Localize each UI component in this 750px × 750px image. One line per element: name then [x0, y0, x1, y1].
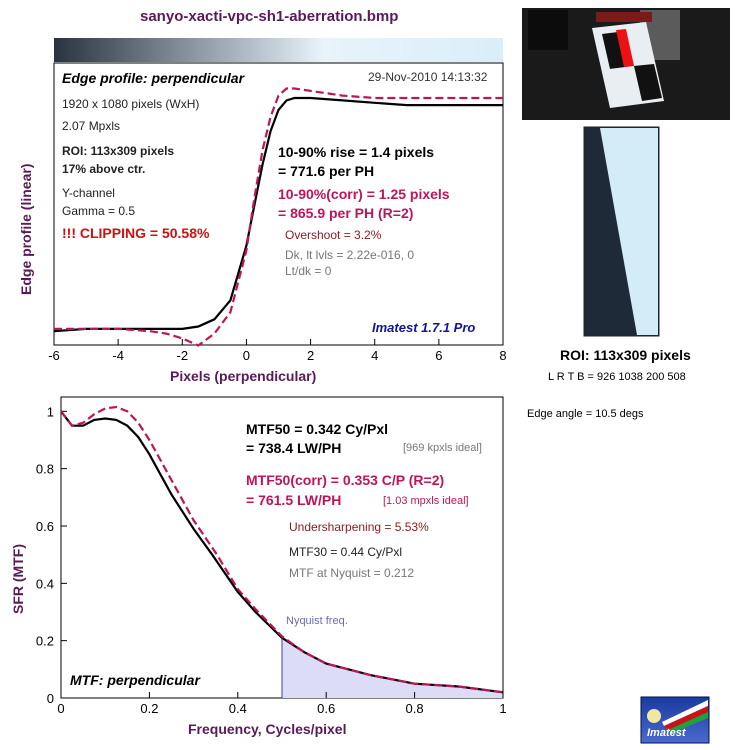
- logo-text: Imatest: [647, 727, 686, 739]
- roi-position: 17% above ctr.: [62, 162, 146, 176]
- edge-x-tick-label: -4: [112, 348, 124, 363]
- edge-series-measured: [53, 96, 503, 333]
- edge-y-label: Edge profile (linear): [18, 163, 34, 295]
- image-size: 1920 x 1080 pixels (WxH): [62, 97, 200, 111]
- rise-value: 10-90% rise = 1.4 pixels: [278, 144, 435, 160]
- mtf-y-label: SFR (MTF): [10, 544, 26, 614]
- mtf50-lwph: = 738.4 LW/PH: [246, 440, 342, 456]
- mtf50-value: MTF50 = 0.342 Cy/Pxl: [246, 421, 389, 437]
- mtf-y-tick-label: 1: [47, 404, 54, 419]
- roi-label: ROI: 113x309 pixels: [560, 347, 691, 363]
- mtf50-corr-lwph: = 761.5 LW/PH: [246, 492, 342, 508]
- nyquist-shade: [282, 637, 503, 698]
- channel: Y-channel: [62, 186, 115, 200]
- clipping-warning: !!! CLIPPING = 50.58%: [62, 225, 210, 241]
- mtf30-value: MTF30 = 0.44 Cy/Pxl: [289, 545, 403, 559]
- edge-x-label: Pixels (perpendicular): [170, 368, 317, 384]
- mtf-x-tick-label: 0.8: [406, 701, 424, 716]
- mtf-x-tick-label: 0.2: [140, 701, 158, 716]
- edge-angle: Edge angle = 10.5 degs: [527, 408, 644, 420]
- mtf50-ideal: [969 kpxls ideal]: [403, 442, 482, 454]
- imatest-version: Imatest 1.7.1 Pro: [372, 320, 476, 335]
- light-dark-ratio: Lt/dk = 0: [285, 264, 332, 278]
- overshoot: Overshoot = 3.2%: [285, 228, 382, 242]
- rise-per-ph: = 771.6 per PH: [278, 163, 375, 179]
- imatest-logo: [640, 696, 710, 744]
- edge-x-tick-label: 8: [499, 348, 506, 363]
- mtf-y-tick-label: 0.8: [36, 462, 54, 477]
- mtf-x-tick-label: 0.4: [229, 701, 247, 716]
- edge-panel-heading: Edge profile: perpendicular: [62, 70, 245, 86]
- edge-x-tick-label: 4: [371, 348, 378, 363]
- mtf-y-tick-label: 0.6: [36, 519, 54, 534]
- edge-x-tick-label: 0: [243, 348, 250, 363]
- edge-x-tick-label: -6: [48, 348, 60, 363]
- edge-x-ticks: -6 -4 -2 0 2 4 6 8: [48, 339, 507, 363]
- mtf-panel-heading: MTF: perpendicular: [70, 672, 200, 688]
- gamma: Gamma = 0.5: [62, 204, 136, 218]
- mtf-y-tick-label: 0.2: [36, 634, 54, 649]
- page-title: sanyo-xacti-vpc-sh1-aberration.bmp: [140, 8, 399, 25]
- dark-light-levels: Dk, lt lvls = 2.22e-016, 0: [285, 248, 415, 262]
- timestamp: 29-Nov-2010 14:13:32: [368, 70, 488, 84]
- megapixels: 2.07 Mpxls: [62, 119, 121, 133]
- edge-x-tick-label: 2: [307, 348, 314, 363]
- mtf-x-tick-label: 0.6: [317, 701, 335, 716]
- mtf50-corr: MTF50(corr) = 0.353 C/P (R=2): [246, 472, 445, 488]
- undersharpening: Undersharpening = 5.53%: [289, 520, 429, 534]
- edge-series-group: [53, 87, 503, 347]
- mtf-series-group: [60, 405, 504, 694]
- target-thumbnail: [522, 8, 730, 120]
- gray-ramp-bar: [54, 38, 503, 62]
- mtf50-corr-ideal: [1.03 mpxls ideal]: [383, 495, 469, 507]
- mtf-nyquist-value: MTF at Nyquist = 0.212: [289, 566, 415, 580]
- mtf-y-tick-label: 0: [47, 691, 54, 706]
- edge-x-tick-label: -2: [177, 348, 189, 363]
- nyquist-label: Nyquist freq.: [286, 615, 348, 627]
- rise-corr-per-ph: = 865.9 per PH (R=2): [278, 205, 414, 221]
- mtf-y-tick-label: 0.4: [36, 576, 54, 591]
- roi-coords: L R T B = 926 1038 200 508: [548, 371, 686, 383]
- edge-x-tick-label: 6: [435, 348, 442, 363]
- mtf-series-corrected: [60, 405, 504, 694]
- mtf-ticks: 0 0.2 0.4 0.6 0.8 1 0 0.2 0.4 0.6 0.8 1: [36, 404, 507, 716]
- mtf-x-tick-label: 0: [57, 701, 64, 716]
- roi-info: ROI: 113x309 pixels: [62, 144, 175, 158]
- mtf-x-label: Frequency, Cycles/pixel: [188, 721, 347, 737]
- rise-corr: 10-90%(corr) = 1.25 pixels: [278, 186, 450, 202]
- roi-crop-image: [583, 126, 660, 337]
- nyquist-shaded-area: [281, 637, 503, 698]
- mtf-x-tick-label: 1: [499, 701, 506, 716]
